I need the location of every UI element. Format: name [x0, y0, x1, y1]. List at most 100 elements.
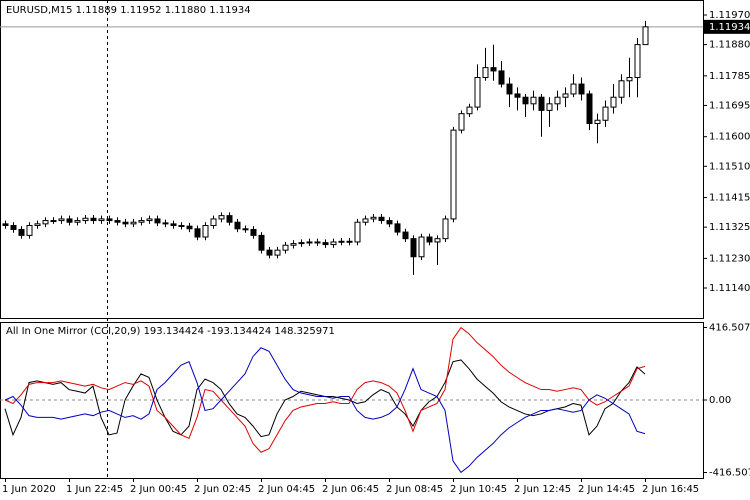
- candle-body: [234, 221, 241, 230]
- candle-body: [434, 238, 441, 243]
- x-tick-label: 1 Jun 22:45: [66, 484, 123, 495]
- main-pane: [0, 0, 704, 319]
- candle-body: [138, 220, 145, 223]
- candle-body: [170, 223, 177, 227]
- candle-body: [522, 96, 529, 105]
- candle-body: [50, 220, 57, 223]
- candle-body: [130, 221, 137, 225]
- candle-body: [458, 113, 465, 131]
- candle-body: [2, 223, 9, 227]
- candle-body: [274, 249, 281, 256]
- y-tick-label: -416.50788: [709, 468, 750, 479]
- candle-body: [74, 220, 81, 223]
- x-tick-label: 2 Jun 14:45: [578, 484, 635, 495]
- indicator-line: [4, 326, 646, 453]
- indicator-title: All In One Mirror (CCI,20,9) 193.134424 …: [6, 326, 335, 337]
- candle-body: [602, 106, 609, 121]
- candle-body: [250, 228, 257, 236]
- candle-body: [42, 220, 49, 225]
- candle-body: [10, 225, 17, 230]
- y-tick-label: 416.50788: [709, 322, 750, 333]
- y-tick-label: 1.11230: [709, 253, 750, 264]
- indicator-line: [4, 347, 646, 474]
- y-tick-label: 1.11510: [709, 161, 750, 172]
- candle-body: [362, 218, 369, 223]
- y-tick-label: 1.11970: [709, 10, 750, 21]
- candle-body: [298, 242, 305, 245]
- candle-body: [178, 225, 185, 228]
- candle-body: [394, 223, 401, 233]
- candle-body: [346, 240, 353, 243]
- candle-body: [154, 218, 161, 224]
- x-tick-label: 2 Jun 02:45: [194, 484, 251, 495]
- candle-body: [426, 236, 433, 243]
- candle-body: [450, 129, 457, 220]
- y-tick-label: 1.11140: [709, 283, 750, 294]
- candle-body: [586, 93, 593, 125]
- candle-body: [290, 243, 297, 246]
- candle-body: [474, 76, 481, 108]
- candle-body: [370, 216, 377, 220]
- y-tick-label: 1.11325: [709, 222, 750, 233]
- candle-body: [538, 96, 545, 111]
- candle-body: [442, 218, 449, 240]
- candle-body: [530, 96, 537, 105]
- candle-body: [626, 76, 633, 82]
- candle-body: [114, 220, 121, 223]
- candle-body: [378, 216, 385, 222]
- y-tick-label: 1.11695: [709, 100, 750, 111]
- chart-title: EURUSD,M15 1.11889 1.11952 1.11880 1.119…: [6, 5, 251, 16]
- x-tick-label: 2 Jun 16:45: [642, 484, 699, 495]
- candle-body: [514, 93, 521, 98]
- x-tick-label: 1 Jun 2020: [2, 484, 56, 495]
- candle-body: [402, 231, 409, 240]
- candle-body: [266, 249, 273, 256]
- candle-body: [594, 119, 601, 125]
- x-tick-label: 2 Jun 08:45: [386, 484, 443, 495]
- candle-body: [386, 220, 393, 225]
- y-tick-label: 1.11415: [709, 193, 750, 204]
- candle-body: [322, 242, 329, 246]
- candle-body: [418, 236, 425, 258]
- candle-body: [490, 67, 497, 72]
- candle-body: [34, 223, 41, 227]
- candle-body: [66, 218, 73, 223]
- x-tick-label: 2 Jun 12:45: [514, 484, 571, 495]
- candle-body: [194, 228, 201, 238]
- y-tick-label: 0.00: [709, 395, 731, 406]
- x-tick-label: 2 Jun 04:45: [258, 484, 315, 495]
- x-tick-label: 2 Jun 10:45: [450, 484, 507, 495]
- candle-body: [306, 241, 313, 244]
- candle-body: [562, 93, 569, 98]
- candle-body: [218, 215, 225, 220]
- candle-body: [578, 83, 585, 95]
- candle-body: [498, 70, 505, 85]
- x-tick-label: 2 Jun 00:45: [130, 484, 187, 495]
- candle-body: [554, 96, 561, 105]
- candle-body: [634, 44, 641, 78]
- candle-body: [618, 80, 625, 98]
- candle-body: [146, 218, 153, 222]
- candle-body: [106, 218, 113, 222]
- y-tick-label: 1.11880: [709, 40, 750, 51]
- candle-body: [338, 240, 345, 243]
- candle-body: [642, 26, 649, 46]
- candle-body: [570, 83, 577, 95]
- candle-body: [466, 106, 473, 115]
- candle-body: [226, 215, 233, 223]
- candle-body: [354, 221, 361, 243]
- price-tag-label: 1.11934: [709, 22, 750, 33]
- price-tag: [703, 19, 750, 34]
- candle-body: [58, 218, 65, 222]
- candle-body: [330, 241, 337, 246]
- x-tick-label: 2 Jun 06:45: [322, 484, 379, 495]
- candle-body: [242, 228, 249, 231]
- candle-body: [186, 225, 193, 230]
- candle-body: [282, 244, 289, 251]
- candle-body: [162, 222, 169, 225]
- candle-body: [90, 217, 97, 222]
- candle-body: [506, 83, 513, 95]
- candle-body: [610, 96, 617, 108]
- candle-body: [210, 218, 217, 227]
